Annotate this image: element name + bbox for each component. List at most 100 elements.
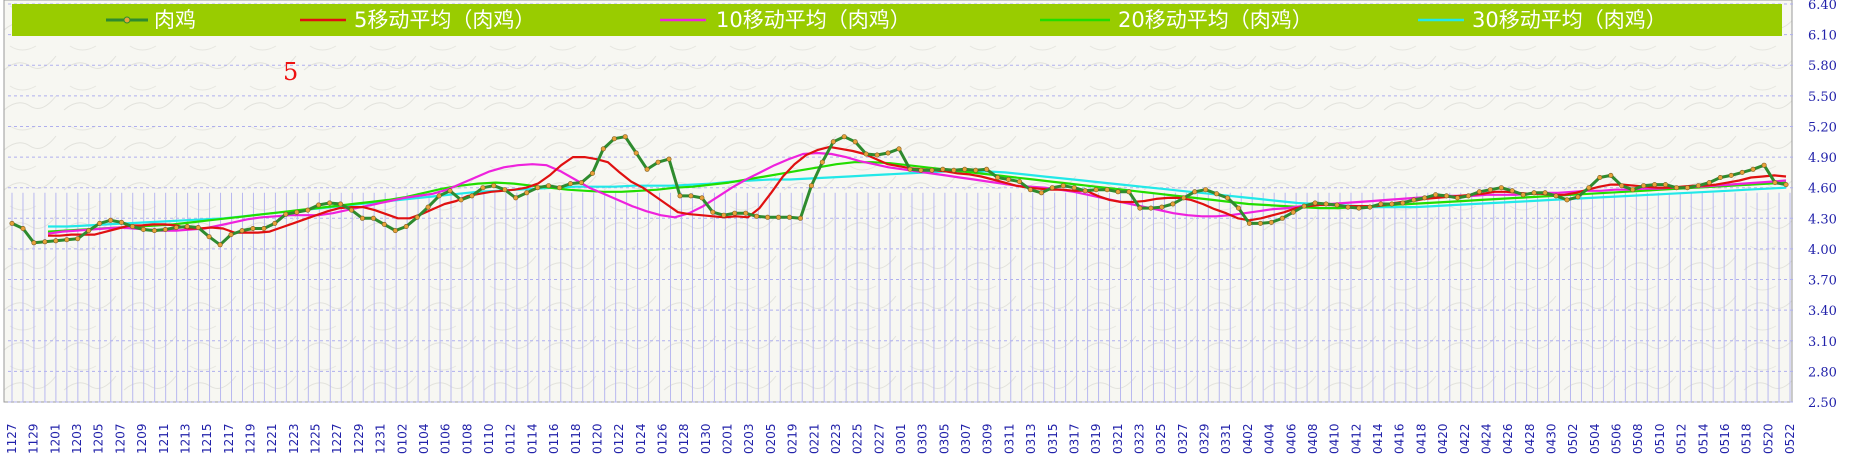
price-point xyxy=(1575,194,1581,200)
price-point xyxy=(283,211,289,217)
x-tick-label: 0508 xyxy=(1631,423,1645,454)
price-point xyxy=(239,228,245,234)
price-point xyxy=(918,167,924,173)
price-point xyxy=(1016,179,1022,185)
x-tick-label: 0420 xyxy=(1436,423,1450,454)
price-point xyxy=(1170,201,1176,207)
price-point xyxy=(1389,201,1395,207)
price-point xyxy=(1268,219,1274,225)
x-tick-label: 0317 xyxy=(1067,423,1081,454)
price-point xyxy=(184,224,190,230)
x-tick-label: 0225 xyxy=(851,423,865,454)
price-point xyxy=(1772,180,1778,186)
price-point xyxy=(1257,220,1263,226)
price-point xyxy=(1290,209,1296,215)
price-point xyxy=(1323,201,1329,207)
price-point xyxy=(130,224,136,230)
price-point xyxy=(1761,162,1767,168)
price-point xyxy=(1301,203,1307,209)
legend-marker-icon xyxy=(123,16,131,24)
price-point xyxy=(765,214,771,220)
price-point xyxy=(491,183,497,189)
x-tick-label: 1207 xyxy=(113,423,127,454)
x-tick-label: 1205 xyxy=(92,423,106,454)
price-point xyxy=(1684,185,1690,191)
legend-item-ma30: 30移动平均（肉鸡） xyxy=(1418,8,1667,32)
x-tick-label: 0414 xyxy=(1371,423,1385,454)
price-point xyxy=(1422,195,1428,201)
price-point xyxy=(436,193,442,199)
price-point xyxy=(951,167,957,173)
x-tick-label: 0106 xyxy=(439,423,453,454)
legend: 肉鸡 5移动平均（肉鸡） 10移动平均（肉鸡） 20移动平均（肉鸡） 30移动平… xyxy=(12,4,1782,36)
price-point xyxy=(732,210,738,216)
price-point xyxy=(1279,215,1285,221)
price-point xyxy=(1312,200,1318,206)
price-point xyxy=(75,236,81,242)
x-tick-label: 1219 xyxy=(244,423,258,454)
price-point xyxy=(1082,188,1088,194)
price-point xyxy=(677,193,683,199)
price-point xyxy=(995,175,1001,181)
x-tick-label: 0416 xyxy=(1393,423,1407,454)
price-point xyxy=(1049,185,1055,191)
price-point xyxy=(97,220,103,226)
x-tick-label: 0126 xyxy=(655,423,669,454)
x-tick-label: 0104 xyxy=(417,423,431,454)
price-point xyxy=(1060,183,1066,189)
price-point xyxy=(1586,185,1592,191)
price-point xyxy=(1509,188,1515,194)
price-point xyxy=(403,224,409,230)
price-point xyxy=(973,167,979,173)
x-tick-label: 0512 xyxy=(1675,423,1689,454)
price-point xyxy=(775,214,781,220)
price-point xyxy=(524,190,530,196)
x-tick-label: 0506 xyxy=(1610,423,1624,454)
price-point xyxy=(885,150,891,156)
price-point xyxy=(294,209,300,215)
price-point xyxy=(622,134,628,140)
price-point xyxy=(1630,187,1636,193)
price-point xyxy=(458,197,464,203)
y-tick-label: 4.60 xyxy=(1808,182,1837,197)
price-point xyxy=(535,185,541,191)
x-tick-label: 0406 xyxy=(1284,423,1298,454)
x-tick-label: 0309 xyxy=(981,423,995,454)
price-point xyxy=(940,166,946,172)
x-tick-label: 0219 xyxy=(786,423,800,454)
price-point xyxy=(1663,182,1669,188)
price-point xyxy=(195,225,201,231)
price-point xyxy=(754,213,760,219)
y-tick-label: 4.90 xyxy=(1808,151,1837,166)
price-point xyxy=(206,234,212,240)
legend-label-ma10: 10移动平均（肉鸡） xyxy=(716,8,911,32)
price-point xyxy=(589,170,595,176)
price-point xyxy=(578,180,584,186)
price-point xyxy=(327,200,333,206)
price-point xyxy=(480,185,486,191)
price-point xyxy=(666,156,672,162)
price-point xyxy=(929,167,935,173)
y-tick-label: 4.00 xyxy=(1808,243,1837,258)
price-point xyxy=(644,166,650,172)
x-tick-label: 0108 xyxy=(460,423,474,454)
y-tick-label: 5.20 xyxy=(1808,120,1837,135)
price-point xyxy=(250,226,256,232)
price-point xyxy=(1246,220,1252,226)
x-tick-label: 0522 xyxy=(1783,423,1797,454)
price-point xyxy=(1619,183,1625,189)
y-tick-label: 3.10 xyxy=(1808,335,1837,350)
x-tick-label: 0311 xyxy=(1002,423,1016,454)
price-point xyxy=(786,214,792,220)
price-point xyxy=(1203,187,1209,193)
price-point xyxy=(1487,187,1493,193)
price-point xyxy=(1093,187,1099,193)
x-tick-label: 0303 xyxy=(916,423,930,454)
price-point xyxy=(1214,191,1220,197)
price-point xyxy=(962,166,968,172)
price-point xyxy=(42,239,48,245)
x-tick-label: 0319 xyxy=(1089,423,1103,454)
price-point xyxy=(819,159,825,165)
x-tick-label: 0122 xyxy=(612,423,626,454)
x-tick-label: 0315 xyxy=(1046,423,1060,454)
